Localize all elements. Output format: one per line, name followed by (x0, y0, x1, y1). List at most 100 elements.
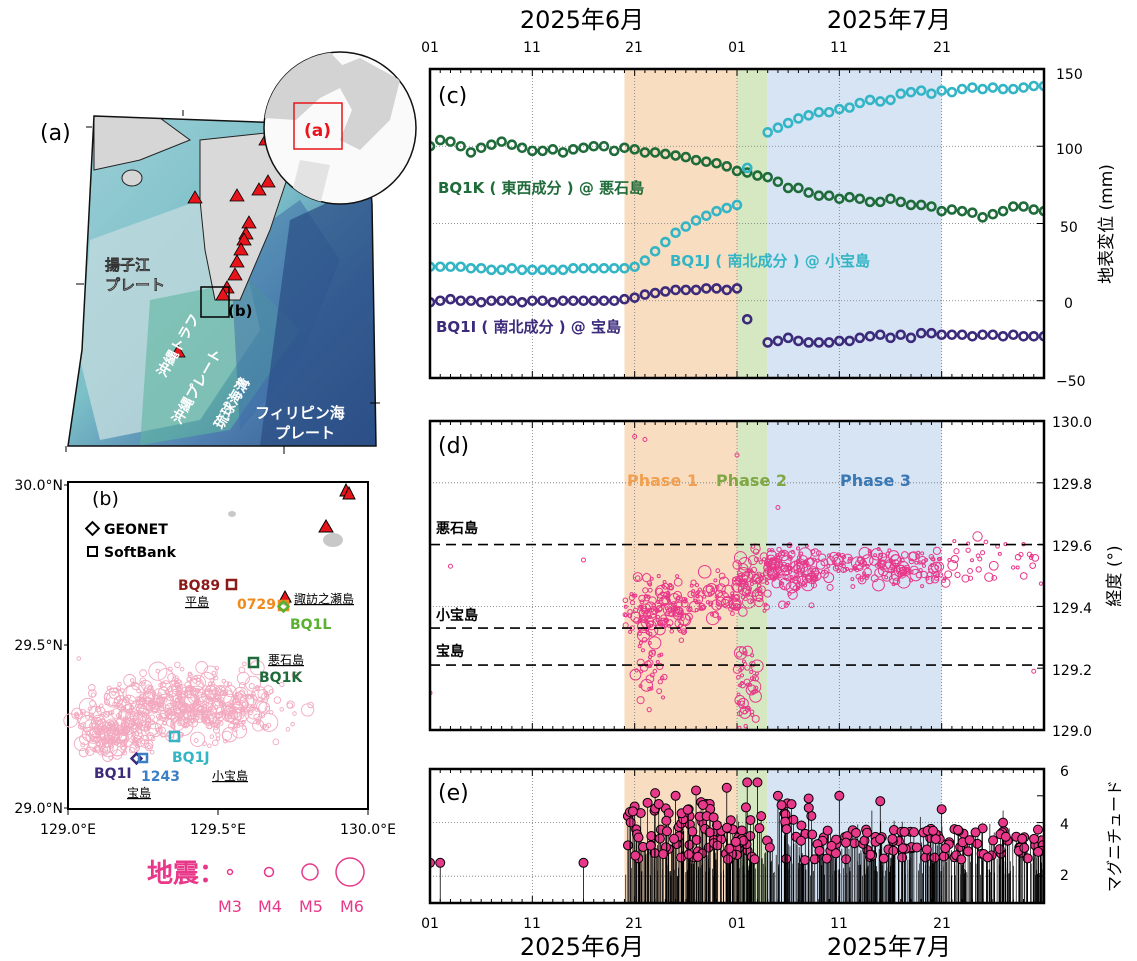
epicenter-point (79, 715, 96, 733)
epicenter-point (730, 611, 735, 616)
epicenter-point (656, 599, 661, 605)
gnss-point-2 (690, 284, 702, 296)
epicenter-point (967, 568, 973, 574)
magnitude-point (994, 844, 1005, 855)
epicenter-point (991, 575, 998, 581)
epicenter-point (736, 674, 741, 680)
epicenter-point (647, 582, 653, 587)
magnitude-point (865, 849, 876, 860)
epicenter-point (705, 600, 710, 605)
panel-e-frame (428, 767, 1046, 905)
epicenter-point (820, 569, 829, 579)
gnss-point-1 (434, 261, 446, 273)
epicenter-point (847, 558, 852, 563)
phase-band-3 (767, 421, 942, 730)
magnitude-point (988, 835, 999, 846)
epicenter-point (648, 651, 654, 656)
epicenter-point (157, 716, 162, 721)
epicenter-point (920, 551, 925, 556)
magnitude-point (821, 853, 832, 864)
epicenter-point (680, 599, 689, 608)
epicenter-point (139, 669, 147, 677)
epicenter-point (191, 715, 196, 720)
epicenter-point (245, 675, 262, 692)
gnss-point-0 (588, 140, 600, 152)
epicenter-point (787, 555, 793, 561)
epicenter-point (177, 719, 183, 725)
epicenter-point (752, 548, 760, 555)
epicenter-point (246, 704, 255, 713)
epicenter-point (101, 711, 106, 717)
epicenter-point (862, 561, 867, 566)
d-ytick-129-8: 129.8 (1052, 477, 1092, 493)
panel-b-frame (67, 481, 369, 810)
epicenter-point (116, 729, 129, 741)
magnitude-point (736, 825, 747, 836)
epicenter-point (649, 672, 655, 678)
station-1243-label: 1243 (141, 769, 180, 785)
epicenter-point (749, 660, 756, 668)
epicenter-point (793, 574, 798, 579)
gnss-point-1 (813, 106, 825, 118)
epicenter-point (194, 709, 200, 715)
magnitude-point (730, 836, 741, 847)
epicenter-point (656, 574, 661, 579)
epicenter-point (921, 563, 927, 568)
epicenter-point (739, 673, 745, 678)
magnitude-point (653, 799, 664, 810)
epicenter-point (1031, 668, 1037, 674)
epicenter-point (637, 644, 642, 649)
epicenter-point (803, 563, 808, 568)
magnitude-point (1029, 833, 1040, 844)
epicenter-point (639, 663, 649, 672)
epicenter-point (211, 670, 217, 676)
epicenter-point (742, 578, 747, 583)
epicenter-point (638, 640, 643, 645)
magnitude-point (740, 802, 751, 813)
epicenter-point (186, 686, 192, 692)
gnss-point-1 (987, 82, 999, 93)
magnitude-point (1033, 846, 1044, 857)
epicenter-point (967, 575, 974, 581)
gnss-point-1 (588, 263, 600, 274)
gnss-point-0 (557, 147, 569, 158)
epicenter-point (655, 587, 664, 596)
epicenter-point (775, 553, 780, 558)
epicenter-point (231, 723, 248, 739)
epicenter-point (908, 551, 919, 561)
epicenter-point (950, 554, 959, 564)
magnitude-point (911, 842, 922, 853)
quake-legend-m3: M3 (218, 897, 242, 916)
epicenter-point (975, 566, 982, 573)
epicenter-point (637, 604, 644, 611)
panel-c-phase-bands (624, 69, 942, 378)
softbank-legend-label: SoftBank (104, 545, 177, 561)
epicenter-point (750, 689, 756, 695)
epicenter-point (947, 557, 952, 563)
epicenter-point (786, 600, 791, 606)
gnss-point-2 (967, 330, 978, 342)
epicenter-point (734, 452, 740, 458)
epicenter-point (78, 747, 89, 758)
top-day-ticks: 01 11 21 01 11 21 (421, 40, 951, 56)
epicenter-point (245, 707, 263, 724)
gnss-point-2 (598, 295, 610, 307)
epicenter-point (787, 591, 792, 596)
gnss-point-2 (608, 295, 620, 307)
gnss-point-2 (588, 295, 600, 307)
epicenter-point (189, 677, 204, 692)
epicenter-point (736, 692, 741, 697)
magnitude-point (807, 829, 818, 840)
epicenter-point (640, 678, 654, 692)
gnss-point-1 (700, 210, 712, 222)
epicenter-point (838, 562, 844, 568)
gnss-point-0 (874, 196, 886, 208)
epicenter-point (749, 578, 754, 583)
gnss-point-0 (445, 136, 456, 147)
gnss-point-2 (762, 337, 774, 348)
epicenter-point (749, 676, 754, 681)
d-ytick-129-6: 129.6 (1052, 539, 1092, 555)
gnss-point-2 (793, 335, 804, 347)
gnss-point-1 (803, 110, 814, 121)
epicenter-point (125, 725, 143, 743)
